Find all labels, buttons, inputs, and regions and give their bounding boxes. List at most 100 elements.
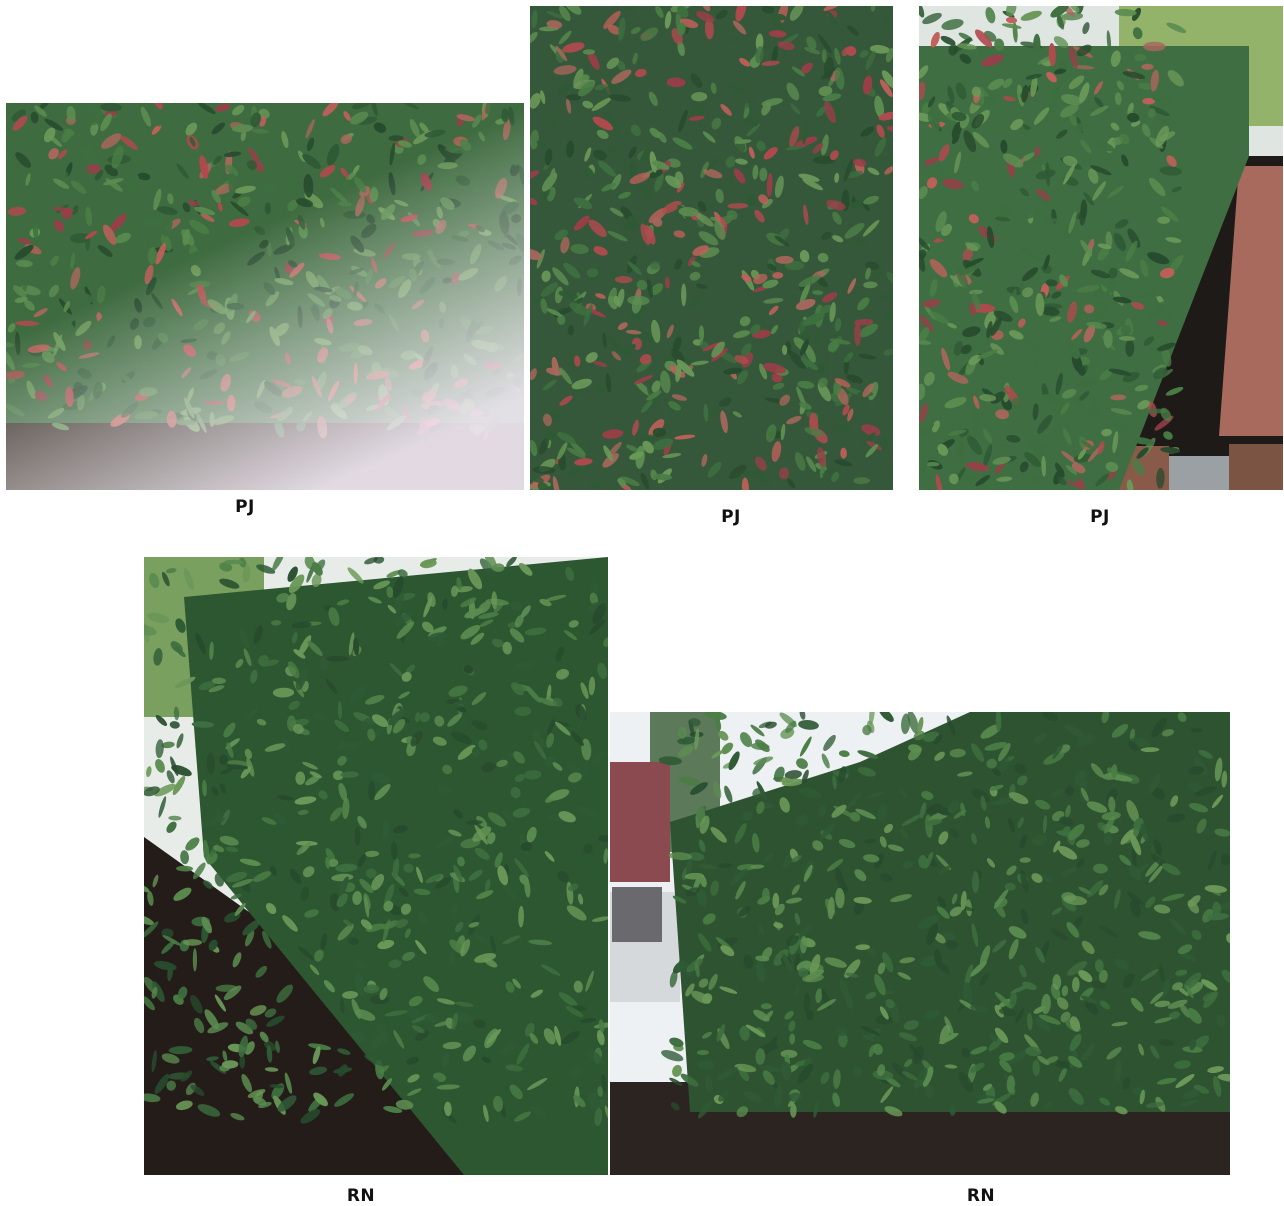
green-leaf: [935, 211, 947, 233]
green-leaf: [395, 919, 408, 928]
green-leaf: [1039, 874, 1054, 883]
green-leaf: [791, 855, 802, 863]
green-leaf: [865, 267, 871, 280]
red-leaf: [593, 361, 608, 367]
green-leaf: [795, 815, 809, 826]
green-leaf: [547, 409, 564, 420]
green-leaf: [1063, 895, 1088, 906]
green-leaf: [806, 456, 817, 472]
green-leaf: [1166, 22, 1187, 33]
green-leaf: [545, 428, 557, 442]
red-leaf: [1071, 328, 1083, 340]
green-leaf: [337, 740, 345, 751]
green-leaf: [1116, 771, 1138, 781]
green-leaf: [547, 719, 556, 735]
red-leaf: [966, 462, 989, 472]
green-leaf: [471, 747, 480, 758]
green-leaf: [826, 858, 844, 872]
green-leaf: [1162, 893, 1185, 902]
green-leaf: [1017, 817, 1024, 829]
green-leaf: [995, 216, 1011, 222]
green-leaf: [201, 916, 212, 934]
green-leaf: [1122, 1077, 1131, 1090]
green-leaf: [879, 836, 887, 848]
green-leaf: [824, 957, 847, 968]
green-leaf: [1119, 268, 1140, 279]
green-leaf: [1006, 865, 1017, 876]
green-leaf: [232, 952, 242, 968]
green-leaf: [360, 919, 373, 930]
green-leaf: [1204, 885, 1227, 893]
green-leaf: [252, 871, 272, 882]
green-leaf: [298, 946, 314, 960]
green-leaf: [1082, 22, 1090, 35]
green-leaf: [659, 354, 674, 362]
green-leaf: [571, 731, 584, 746]
green-leaf: [1076, 733, 1096, 747]
green-leaf: [1076, 285, 1100, 293]
green-leaf: [1153, 839, 1163, 856]
green-leaf: [1099, 1000, 1110, 1010]
green-leaf: [1080, 239, 1093, 257]
green-leaf: [802, 312, 825, 326]
green-leaf: [863, 195, 879, 205]
red-leaf: [696, 11, 715, 23]
green-leaf: [466, 820, 483, 825]
red-leaf: [574, 355, 581, 367]
green-leaf: [1077, 448, 1087, 460]
green-leaf: [993, 310, 1013, 322]
green-leaf: [471, 719, 488, 730]
green-leaf: [1008, 330, 1024, 340]
green-leaf: [531, 9, 538, 29]
green-leaf: [1076, 44, 1092, 57]
green-leaf: [929, 279, 938, 297]
green-leaf: [1145, 896, 1156, 908]
green-leaf: [573, 197, 593, 210]
green-leaf: [750, 324, 761, 335]
green-leaf: [1105, 282, 1116, 295]
green-leaf: [1061, 985, 1069, 997]
green-leaf: [821, 134, 829, 156]
green-leaf: [1180, 953, 1196, 962]
green-leaf: [223, 722, 236, 738]
green-leaf: [865, 444, 879, 458]
green-leaf: [716, 1066, 738, 1081]
green-leaf: [882, 951, 894, 973]
green-leaf: [626, 444, 639, 453]
green-leaf: [800, 935, 808, 954]
green-leaf: [839, 979, 850, 1000]
green-leaf: [1077, 364, 1086, 376]
green-leaf: [1187, 1008, 1202, 1024]
green-leaf: [718, 730, 729, 741]
green-leaf: [398, 887, 409, 897]
green-leaf: [864, 261, 880, 270]
green-leaf: [787, 478, 796, 489]
green-leaf: [779, 797, 790, 813]
green-leaf: [813, 1101, 819, 1118]
green-leaf: [677, 6, 689, 18]
green-leaf: [398, 691, 410, 699]
green-leaf: [799, 250, 810, 263]
green-leaf: [1071, 977, 1080, 993]
green-leaf: [640, 148, 650, 163]
green-leaf: [603, 445, 614, 462]
green-leaf: [786, 82, 800, 101]
green-leaf: [372, 714, 389, 728]
green-leaf: [716, 1024, 726, 1042]
green-leaf: [514, 615, 524, 628]
green-leaf: [946, 715, 956, 736]
green-leaf: [718, 1091, 729, 1102]
green-leaf: [191, 721, 215, 728]
green-leaf: [819, 822, 837, 840]
red-leaf: [676, 182, 685, 193]
green-leaf: [467, 568, 483, 590]
green-leaf: [245, 1018, 258, 1030]
green-leaf: [1177, 1099, 1200, 1107]
green-leaf: [953, 341, 963, 356]
green-leaf: [354, 1009, 376, 1021]
green-leaf: [424, 1014, 440, 1023]
green-leaf: [799, 338, 810, 356]
green-leaf: [812, 156, 836, 165]
green-leaf: [208, 685, 225, 693]
green-leaf: [192, 948, 198, 972]
